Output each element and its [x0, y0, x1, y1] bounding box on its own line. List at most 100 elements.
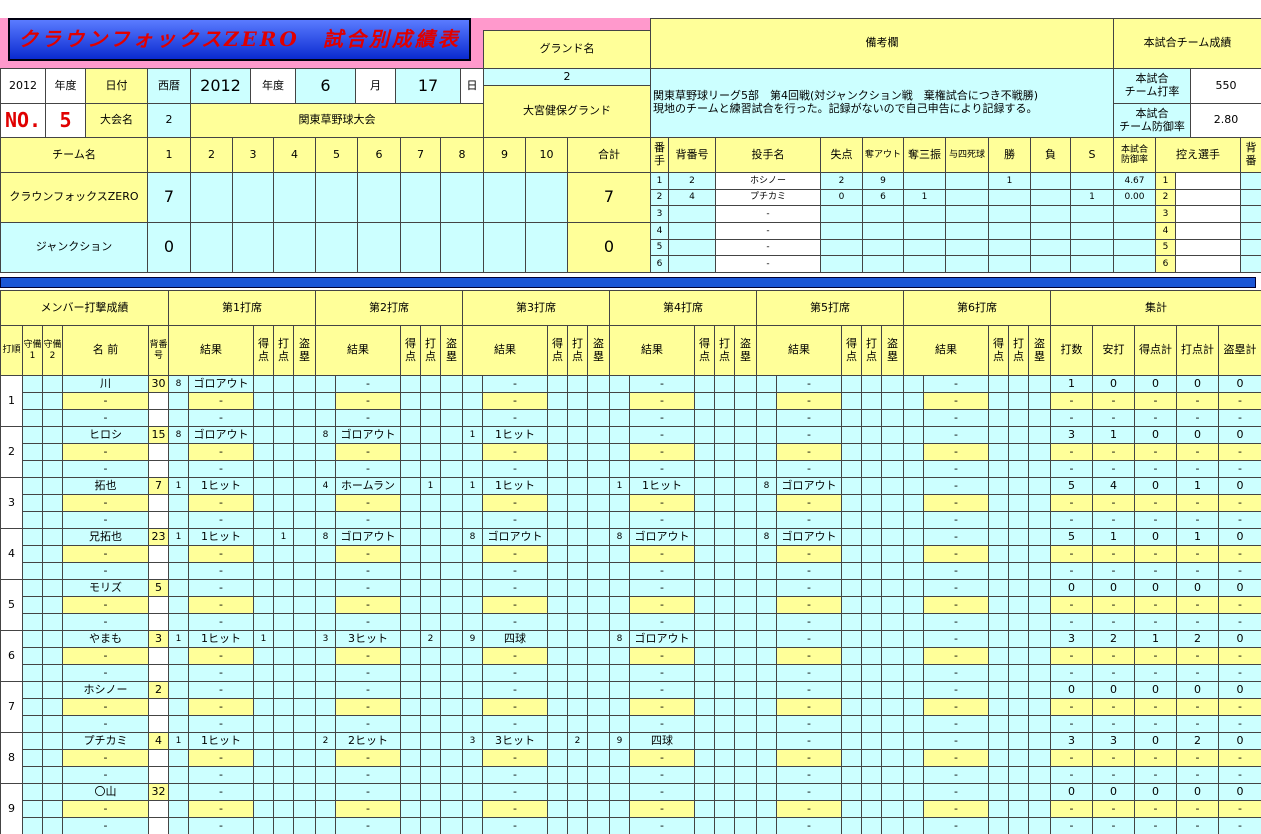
at-bat-stat [168, 596, 189, 614]
at-bat-result: - [776, 715, 842, 733]
at-bat-stat [440, 443, 463, 461]
pitching-cell [988, 238, 1031, 257]
total-stat: 1 [1176, 528, 1219, 546]
at-bat-result: - [188, 392, 254, 410]
at-bat-result: - [776, 494, 842, 512]
pitching-cell: - [715, 255, 821, 273]
at-bat-stat [881, 528, 904, 546]
at-bat-stat [881, 817, 904, 834]
at-bat-result: - [923, 562, 989, 580]
batting-column: 名 前 [62, 325, 149, 376]
at-bat-stat [462, 681, 483, 699]
at-bat-stat [462, 409, 483, 427]
at-bat-result: - [482, 545, 548, 563]
at-bat-stat [841, 749, 862, 767]
at-bat-stat [881, 698, 904, 716]
at-bat-result: - [923, 817, 989, 834]
at-bat-stat [293, 681, 316, 699]
total-stat: - [1176, 460, 1219, 478]
player-name: - [62, 545, 149, 563]
pitching-cell: 4 [1155, 222, 1176, 240]
total-stat: - [1050, 511, 1093, 529]
at-bat-stat [400, 715, 421, 733]
at-bat-stat [273, 596, 294, 614]
at-bat-stat [168, 664, 189, 682]
at-bat-stat [440, 392, 463, 410]
player-number [148, 800, 169, 818]
at-bat-stat [1028, 596, 1051, 614]
at-bat-stat [440, 664, 463, 682]
at-bat-result: ゴロアウト [776, 528, 842, 546]
info-year-label: 年度 [45, 68, 86, 104]
at-bat-result: ゴロアウト [188, 426, 254, 444]
at-bat-stat [293, 749, 316, 767]
at-bat-stat [841, 715, 862, 733]
at-bat-stat [881, 375, 904, 393]
at-bat-stat [420, 800, 441, 818]
at-bat-stat [609, 817, 630, 834]
at-bat-stat [903, 647, 924, 665]
at-bat-result: - [776, 375, 842, 393]
at-bat-stat [315, 800, 336, 818]
pitching-header: 控え選手 [1155, 137, 1241, 173]
player-number [148, 647, 169, 665]
at-bat-stat [734, 613, 757, 631]
total-stat: - [1176, 562, 1219, 580]
at-bat-result: - [629, 613, 695, 631]
at-bat-stat [841, 630, 862, 648]
inning-score [525, 172, 568, 223]
at-bat-result: - [776, 562, 842, 580]
at-bat-result: - [188, 749, 254, 767]
at-bat-stat [988, 562, 1009, 580]
at-bat-stat [734, 630, 757, 648]
at-bat-stat [841, 528, 862, 546]
total-stat: - [1134, 749, 1177, 767]
player-name: ヒロシ [62, 426, 149, 444]
total-stat: - [1134, 511, 1177, 529]
at-bat-stat [440, 562, 463, 580]
at-bat-stat [547, 409, 568, 427]
pitching-cell [988, 205, 1031, 223]
at-bat-stat [440, 749, 463, 767]
position-2 [42, 375, 63, 393]
inning-score: 7 [147, 172, 191, 223]
batting-order: 7 [0, 681, 23, 733]
at-bat-result: - [335, 647, 401, 665]
inning-label: 9 [483, 137, 526, 173]
pitching-cell [903, 238, 946, 257]
position-2 [42, 613, 63, 631]
at-bat-stat [587, 392, 610, 410]
position-1 [22, 528, 43, 546]
at-bat-stat [609, 562, 630, 580]
pitching-cell: 6 [1155, 255, 1176, 273]
total-stat: - [1218, 545, 1261, 563]
at-bat-stat [694, 800, 715, 818]
at-bat-stat [440, 477, 463, 495]
total-stat: 0 [1092, 681, 1135, 699]
player-number [148, 443, 169, 461]
position-2 [42, 800, 63, 818]
pitching-cell [1240, 255, 1261, 273]
player-name: - [62, 800, 149, 818]
player-name: - [62, 409, 149, 427]
at-bat-stat [587, 664, 610, 682]
at-bat-stat [400, 409, 421, 427]
at-bat-stat: 1 [462, 477, 483, 495]
total-stat: - [1134, 443, 1177, 461]
at-bat-stat [881, 732, 904, 750]
at-bat-stat [293, 715, 316, 733]
at-bat-result: - [923, 647, 989, 665]
at-bat-result: - [335, 715, 401, 733]
at-bat-stat [988, 545, 1009, 563]
at-bat-stat [253, 817, 274, 834]
at-bat-stat [1008, 783, 1029, 801]
pitching-cell: 3 [1155, 205, 1176, 223]
at-bat-stat [587, 749, 610, 767]
at-bat-stat: 1 [420, 477, 441, 495]
team-total: 7 [567, 172, 651, 223]
at-bat-stat [694, 698, 715, 716]
at-bat-result: - [776, 647, 842, 665]
at-bat-stat [988, 477, 1009, 495]
at-bat-result: - [923, 426, 989, 444]
at-bat-stat [1008, 375, 1029, 393]
